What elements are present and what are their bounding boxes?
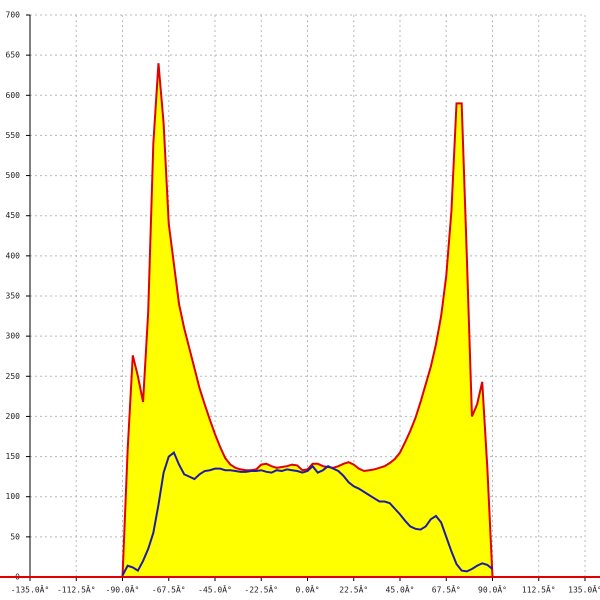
y-tick-label: 500 xyxy=(6,171,21,180)
x-tick-label: 0.0Â° xyxy=(295,584,319,595)
y-tick-label: 300 xyxy=(6,332,21,341)
y-tick-label: 600 xyxy=(6,91,21,100)
x-tick-label: -112.5Â° xyxy=(57,584,96,595)
y-tick-label: 350 xyxy=(6,292,21,301)
y-tick-label: 650 xyxy=(6,51,21,60)
line xyxy=(121,450,494,576)
y-tick-label: 250 xyxy=(6,372,21,381)
x-tick-label: 67.5Â° xyxy=(432,584,461,595)
area-line xyxy=(30,63,585,578)
x-tick-label: -90.0Â° xyxy=(106,584,140,595)
y-tick-label: 550 xyxy=(6,131,21,140)
y-tick-label: 700 xyxy=(6,11,21,20)
y-tick-label: 200 xyxy=(6,412,21,421)
x-tick-label: -45.0Â° xyxy=(198,584,232,595)
y-tick-label: 50 xyxy=(10,532,20,541)
x-tick-label: -67.5Â° xyxy=(152,584,186,595)
x-tick-label: -135.0Â° xyxy=(11,584,50,595)
y-tick-label: 400 xyxy=(6,251,21,260)
x-tick-label: 135.0Â° xyxy=(568,584,600,595)
x-tick-label: 45.0Â° xyxy=(386,584,415,595)
x-tick-label: 90.0Â° xyxy=(478,584,507,595)
x-tick-label: 112.5Â° xyxy=(522,584,556,595)
y-tick-label: 150 xyxy=(6,452,21,461)
x-tick-label: -22.5Â° xyxy=(244,584,278,595)
y-tick-label: 450 xyxy=(6,211,21,220)
x-tick-label: 22.5Â° xyxy=(339,584,368,595)
y-tick-label: 100 xyxy=(6,492,21,501)
area-fill xyxy=(30,63,585,577)
